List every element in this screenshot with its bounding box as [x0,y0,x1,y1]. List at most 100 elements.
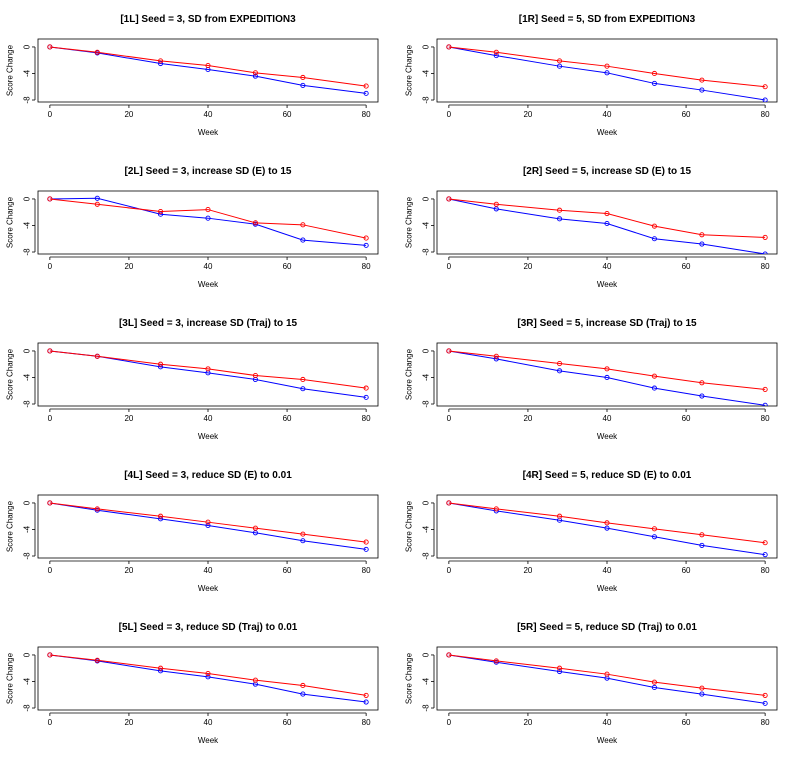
chart-2l-y-tick-label: -8 [23,248,32,256]
chart-5l-point-blue [363,699,369,705]
chart-4r-y-tick-label: 0 [422,500,431,505]
chart-5l-point-blue [158,668,164,674]
chart-5l-x-tick-label: 60 [283,718,292,727]
chart-4l-series-red [47,500,369,545]
chart-3r-x-tick-label: 20 [523,414,532,423]
chart-4r-series-blue [446,500,768,558]
chart-4l-point-blue [300,538,306,544]
chart-5r-point-red [604,671,610,677]
chart-2r-point-red [604,210,610,217]
chart-1r-point-red [762,84,768,90]
chart-4r-x-tick-label: 40 [603,566,612,575]
chart-3l-series-red [47,348,369,391]
chart-1l-point-blue [158,60,164,67]
chart-2l: [2L] Seed = 3, increase SD (E) to 15 0 20 4… [6,166,379,289]
chart-2l-point-red [94,201,100,207]
chart-3l-plot-frame [37,342,379,407]
chart-4l-x-tick-label: 20 [124,566,133,575]
chart-3l-point-red [300,376,306,383]
chart-5r-point-blue [762,700,768,706]
chart-3l-x-tick-label: 80 [362,414,371,423]
chart-5l-point-blue [300,691,306,697]
chart-4l-line-blue [49,502,367,550]
chart-3l-x-tick-label: 20 [124,414,133,423]
chart-4r-point-red [651,526,657,532]
chart-4l-point-red [205,519,211,525]
chart-5l-y-tick-label: -8 [23,704,32,712]
chart-3l: [3L] Seed = 3, increase SD (Traj) to 15 0… [6,318,379,441]
chart-5r-series-red [446,652,768,698]
chart-2l-point-red [158,209,164,215]
chart-1l-x-tick-label: 80 [362,110,371,119]
chart-1l-plot-frame [37,38,379,103]
chart-2l-x-label: Week [198,280,219,289]
chart-2l-point-blue [158,211,164,217]
chart-2r-point-red [446,196,452,202]
chart-2l-point-blue [205,215,211,221]
chart-5r-x-tick-label: 40 [603,718,612,727]
chart-1r-point-red [493,49,499,55]
chart-2r-title: [2R] Seed = 5, increase SD (E) to 15 [523,166,692,177]
chart-1r-point-blue [699,87,705,93]
chart-1r-x-tick-label: 20 [523,110,532,119]
chart-3l-x-tick-label: 0 [48,414,53,423]
chart-2l-x-tick-label: 40 [204,262,213,271]
chart-4r-point-red [493,506,499,512]
chart-2l-point-blue [363,242,369,248]
chart-3r-point-blue [557,368,563,374]
chart-1l-series-red [47,44,369,89]
chart-1l-line-red [49,46,367,87]
chart-1l-line-blue [49,46,367,94]
chart-5l-point-red [205,670,211,677]
chart-3l-point-blue [158,364,164,370]
chart-1r-point-blue [651,80,657,86]
chart-5l-y-tick-label: 0 [23,652,32,657]
chart-2l-point-red [205,207,211,213]
chart-5r-y-tick-label: -4 [422,677,431,685]
chart-5r-x-label: Week [597,736,618,745]
chart-2l-point-red [252,220,258,226]
chart-1r-y-tick-label: 0 [422,44,431,49]
chart-1r-x-tick-label: 40 [603,110,612,119]
chart-1r-x-tick-label: 80 [761,110,770,119]
chart-1l-point-red [300,74,306,81]
chart-1r-point-blue [604,70,610,76]
chart-2r-y-tick-label: 0 [422,196,431,201]
chart-5r-y-label: Score Change [405,652,414,704]
chart-2r-x-tick-label: 40 [603,262,612,271]
chart-5r: [5R] Seed = 5, reduce SD (Traj) to 0.01 0… [405,622,778,745]
chart-2l-y-label: Score Change [6,196,15,248]
chart-4l-point-blue [363,546,369,552]
chart-4l: [4L] Seed = 3, reduce SD (E) to 0.01 0 20 4… [6,470,379,593]
chart-3l-point-red [94,353,100,359]
chart-2r-y-tick-label: -4 [422,221,431,229]
chart-5r-point-red [762,692,768,698]
chart-4r-plot-frame [436,494,778,559]
chart-3r-point-blue [604,374,610,381]
chart-5l-point-red [94,657,100,663]
chart-1l-x-label: Week [198,128,219,137]
chart-5r-title: [5R] Seed = 5, reduce SD (Traj) to 0.01 [517,622,697,633]
chart-2r-plot-frame [436,190,778,255]
chart-3l-point-blue [363,394,369,400]
chart-3l-y-tick-label: -8 [23,400,32,408]
chart-3r-series-red [446,348,768,392]
chart-1r-title: [1R] Seed = 5, SD from EXPEDITION3 [519,14,696,25]
chart-1l-y-tick-label: -8 [23,96,32,104]
chart-2l-series-red [47,196,369,241]
chart-3r: [3R] Seed = 5, increase SD (Traj) to 15 0… [405,318,778,441]
chart-1r-x-label: Week [597,128,618,137]
chart-4l-x-tick-label: 40 [204,566,213,575]
chart-4r-line-red [448,502,766,544]
chart-4l-y-tick-label: -8 [23,552,32,560]
chart-2r-y-label: Score Change [405,196,414,248]
chart-4l-point-red [363,539,369,545]
chart-4r: [4R] Seed = 5, reduce SD (E) to 0.01 0 20 4… [405,470,778,593]
chart-3r-x-tick-label: 0 [447,414,452,423]
chart-5l-x-tick-label: 40 [204,718,213,727]
chart-3r-point-red [446,348,452,354]
chart-2r-point-blue [699,241,705,247]
chart-3l-y-tick-label: 0 [23,348,32,353]
chart-1r-point-blue [493,53,499,59]
chart-3l-title: [3L] Seed = 3, increase SD (Traj) to 15 [119,318,298,329]
